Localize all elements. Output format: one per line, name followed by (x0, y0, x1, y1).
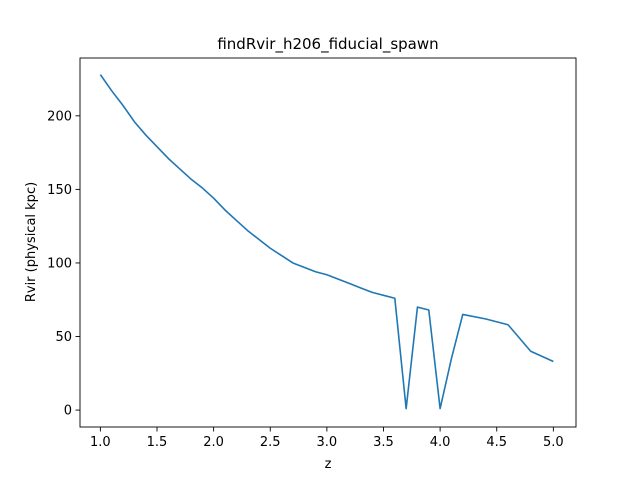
x-tick-label: 1.0 (90, 435, 111, 450)
x-axis-label: z (325, 457, 332, 472)
x-tick-label: 3.0 (317, 435, 338, 450)
x-axis: 1.0 1.5 2.0 2.5 3.0 3.5 4.0 4.5 5.0 (90, 427, 564, 450)
x-tick-label: 2.0 (203, 435, 224, 450)
x-tick-label: 4.5 (486, 435, 507, 450)
y-tick-label: 50 (55, 330, 72, 345)
y-tick-label: 100 (47, 256, 72, 271)
y-tick-label: 200 (47, 109, 72, 124)
x-tick-label: 3.5 (373, 435, 394, 450)
series-line-0 (99, 74, 554, 410)
x-tick-label: 2.5 (260, 435, 281, 450)
y-tick-label: 0 (64, 404, 72, 419)
series-layer (99, 74, 554, 410)
x-tick-label: 5.0 (543, 435, 564, 450)
x-tick-label: 4.0 (430, 435, 451, 450)
y-axis-label: Rvir (physical kpc) (24, 182, 39, 302)
y-tick-label: 150 (47, 183, 72, 198)
chart-title: findRvir_h206_fiducial_spawn (217, 35, 438, 54)
x-tick-label: 1.5 (147, 435, 168, 450)
y-axis: 0 50 100 150 200 (47, 109, 80, 419)
plot-frame (79, 57, 577, 428)
